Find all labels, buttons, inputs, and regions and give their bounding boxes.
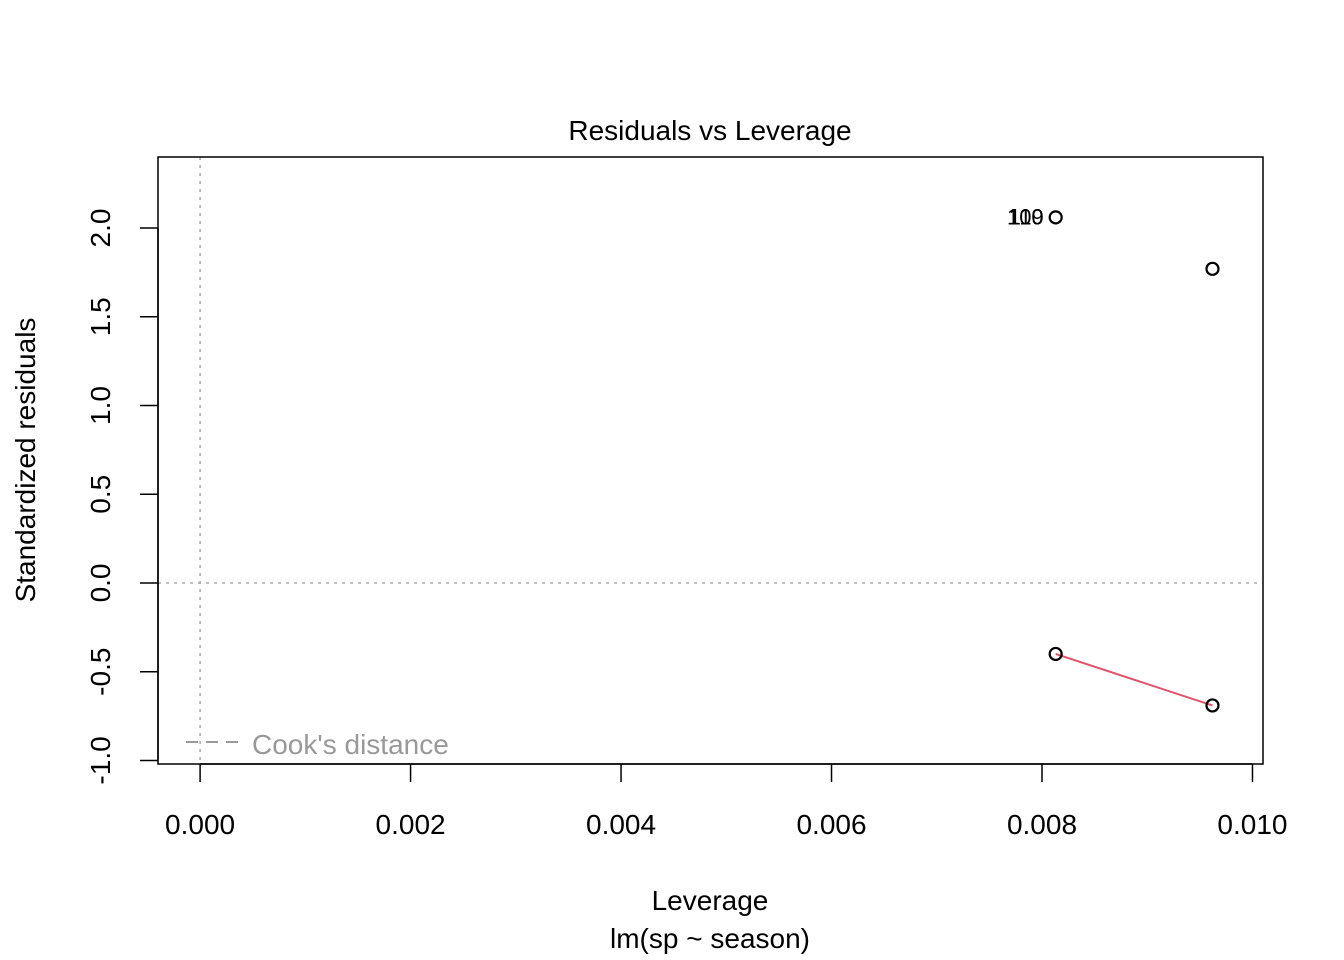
- data-point-2: [1205, 261, 1220, 276]
- x-tick-label: 0.008: [1007, 809, 1077, 840]
- x-tick-label: 0.000: [165, 809, 235, 840]
- x-tick-label: 0.006: [796, 809, 866, 840]
- x-tick-label: 0.002: [376, 809, 446, 840]
- y-tick-label: -1.0: [85, 736, 116, 784]
- x-tick-label: 0.004: [586, 809, 656, 840]
- data-point-4: [1205, 698, 1220, 713]
- legend-label: Cook's distance: [252, 729, 449, 760]
- y-tick-label: 2.0: [85, 209, 116, 248]
- x-tick-label: 0.010: [1217, 809, 1287, 840]
- smooth-line: [1055, 653, 1213, 707]
- point-label-109: 109: [1007, 204, 1044, 229]
- data-point-3: [1048, 646, 1063, 662]
- chart-title: Residuals vs Leverage: [568, 115, 851, 146]
- smooth-line-group: [1055, 653, 1213, 707]
- x-axis: 0.000 0.002 0.004 0.006 0.008 0.010: [165, 763, 1288, 840]
- y-axis: -1.0 -0.5 0.0 0.5 1.0 1.5 2.0: [85, 209, 159, 785]
- legend: Cook's distance: [186, 729, 449, 760]
- y-tick-label: 0.0: [85, 563, 116, 602]
- data-points: [1048, 210, 1220, 713]
- y-tick-label: 0.5: [85, 475, 116, 514]
- y-axis-title: Standardized residuals: [10, 318, 41, 603]
- y-tick-label: 1.5: [85, 297, 116, 336]
- x-axis-title: Leverage: [652, 885, 769, 916]
- x-axis-subtitle: lm(sp ~ season): [610, 923, 810, 954]
- reference-lines: [158, 157, 1263, 764]
- point-label-110: 110: [1009, 204, 1044, 229]
- data-point-1: [1048, 210, 1063, 225]
- y-tick-label: -0.5: [85, 648, 116, 696]
- y-tick-label: 1.0: [85, 386, 116, 425]
